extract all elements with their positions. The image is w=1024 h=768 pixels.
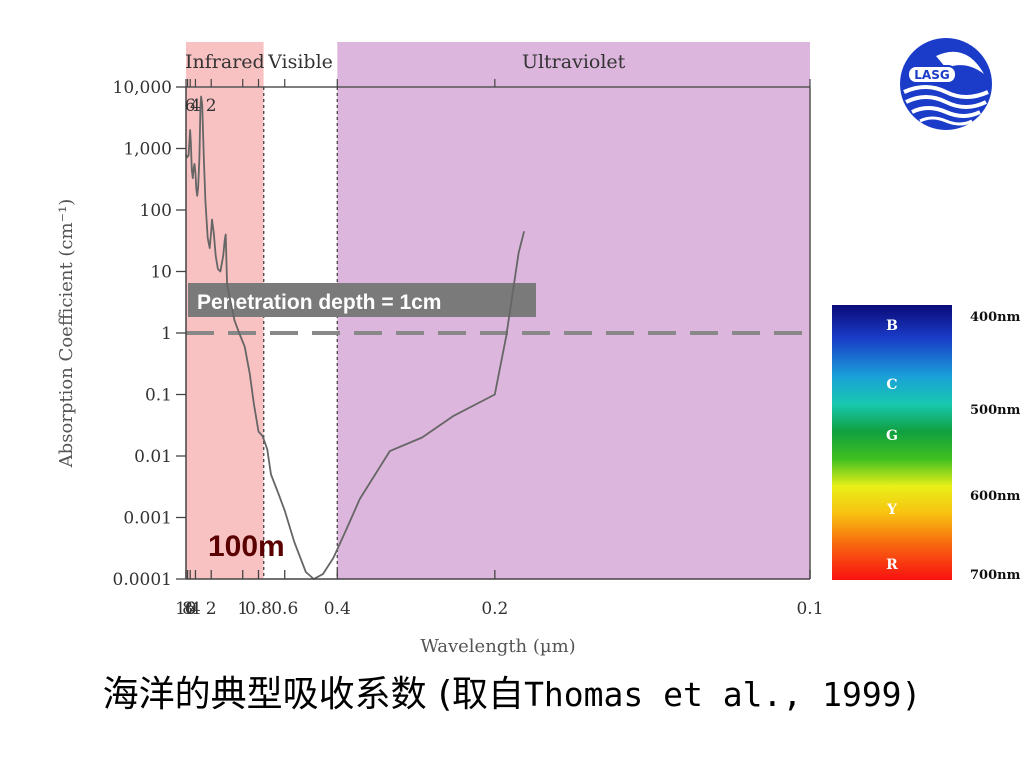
spectrum-nm-label: 500nm bbox=[970, 403, 1021, 418]
y-tick-label: 1 bbox=[161, 324, 172, 344]
region-label-visible: Visible bbox=[267, 51, 333, 73]
threshold-label-box bbox=[188, 283, 536, 317]
x-tick-label: 0.6 bbox=[271, 599, 298, 619]
x-tick-label: 0.1 bbox=[796, 599, 823, 619]
x-tick-label: 4 bbox=[190, 599, 201, 619]
depth-annotation: 100m bbox=[208, 530, 285, 563]
top-tick-label: 6 bbox=[185, 96, 196, 116]
y-axis-title: Absorption Coefficient (cm⁻¹) bbox=[56, 199, 77, 469]
lasg-logo: LASG bbox=[900, 38, 992, 130]
spectrum-letter: R bbox=[886, 557, 898, 573]
spectrum-nm-label: 600nm bbox=[970, 489, 1021, 504]
x-tick-label: 8 bbox=[182, 599, 193, 619]
axes: 10,0001,0001001010.10.010.0010.000110864… bbox=[56, 78, 824, 657]
x-tick-label: 10 bbox=[175, 599, 197, 619]
spectrum-nm-label: 400nm bbox=[970, 310, 1021, 325]
caption-latin: Thomas et al., 1999) bbox=[524, 675, 922, 714]
visible-spectrum-bar: B C G Y R bbox=[832, 305, 952, 580]
threshold-label: Penetration depth = 1cm bbox=[197, 291, 441, 314]
figure-caption: 海洋的典型吸收系数 (取自Thomas et al., 1999) bbox=[0, 672, 1024, 718]
absorption-chart: Infrared Visible Ultraviolet Penetration d… bbox=[56, 42, 824, 657]
y-tick-label: 10,000 bbox=[113, 78, 172, 98]
region-label-infrared: Infrared bbox=[185, 51, 265, 73]
spectrum-letter: C bbox=[886, 377, 898, 393]
spectrum-nm-label: 700nm bbox=[970, 568, 1021, 583]
x-axis-title: Wavelength (µm) bbox=[420, 636, 575, 657]
x-tick-label: 2 bbox=[206, 599, 217, 619]
y-tick-label: 100 bbox=[140, 201, 172, 221]
spectrum-letter: B bbox=[886, 318, 898, 334]
y-tick-label: 1,000 bbox=[123, 140, 172, 160]
x-tick-label: 6 bbox=[185, 599, 196, 619]
y-tick-label: 0.0001 bbox=[113, 570, 172, 590]
x-tick-label: 0.4 bbox=[324, 599, 351, 619]
region-label-ultraviolet: Ultraviolet bbox=[522, 51, 626, 73]
caption-cjk: 海洋的典型吸收系数 (取自 bbox=[102, 674, 525, 715]
x-tick-label: 0.8 bbox=[245, 599, 272, 619]
absorption-curve bbox=[185, 95, 525, 580]
y-tick-label: 0.1 bbox=[145, 386, 172, 406]
top-tick-label: 2 bbox=[206, 96, 217, 116]
plot-frame: Penetration depth = 1cm 100m bbox=[186, 86, 811, 579]
series-line-0 bbox=[185, 95, 525, 580]
spectrum-letter: G bbox=[886, 428, 898, 444]
top-tick-label: 4 bbox=[190, 96, 201, 116]
logo-text: LASG bbox=[914, 68, 949, 82]
y-tick-label: 0.01 bbox=[134, 447, 172, 467]
x-tick-label: 0.2 bbox=[481, 599, 508, 619]
x-tick-label: 1 bbox=[237, 599, 248, 619]
y-tick-label: 0.001 bbox=[123, 509, 172, 529]
y-tick-label: 10 bbox=[150, 263, 172, 283]
spectrum-letter: Y bbox=[887, 502, 897, 518]
